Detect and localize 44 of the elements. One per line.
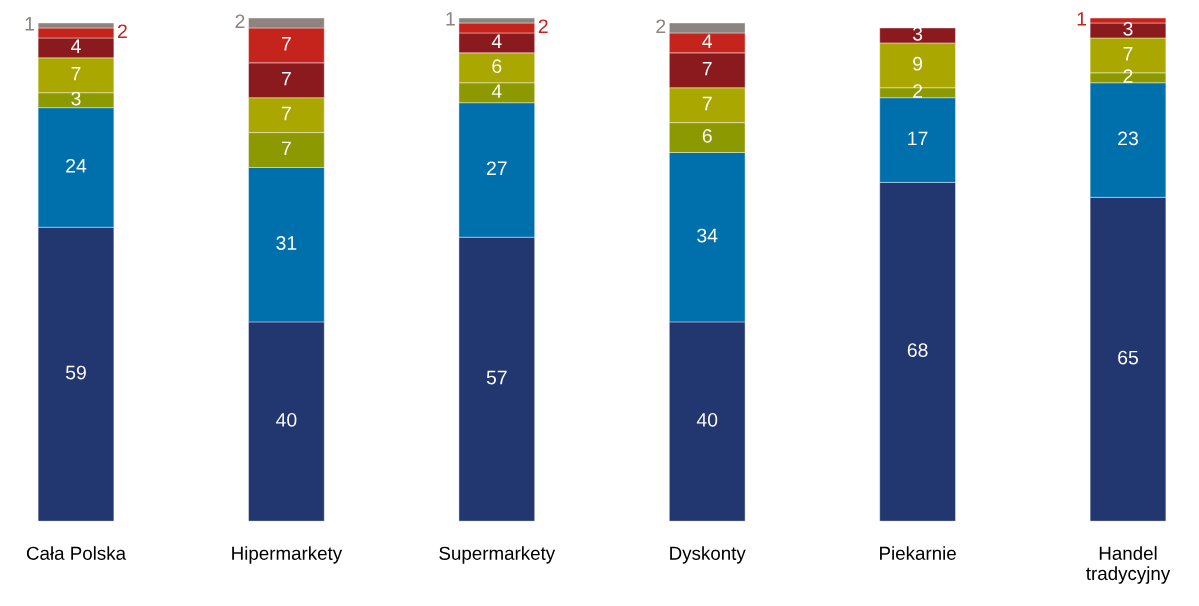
data-label: 7 (281, 71, 291, 86)
x-tick-label: Handel tradycyjny (1086, 546, 1171, 584)
data-label: 4 (71, 39, 81, 53)
data-label: 7 (1123, 47, 1133, 61)
data-label: 2 (538, 19, 548, 33)
data-label: 1 (446, 12, 455, 26)
data-label: 7 (71, 66, 81, 81)
data-label: 1 (25, 17, 35, 31)
data-label: 7 (281, 141, 291, 156)
data-label: 2 (118, 24, 127, 38)
x-tick-label: Cała Polska (26, 546, 127, 560)
x-tick-label: Piekarnie (880, 546, 956, 560)
data-label: 24 (66, 158, 87, 173)
data-label: 2 (913, 84, 923, 98)
data-label: 17 (908, 131, 928, 146)
x-tick-label: Hipermarkety (232, 546, 343, 564)
x-tick-label: Dyskonty (670, 546, 746, 564)
data-label: 2 (235, 14, 245, 29)
data-label: 7 (702, 96, 712, 111)
data-label: 27 (486, 161, 507, 175)
data-label: 40 (276, 412, 297, 427)
x-tick-label: Supermarkety (439, 546, 556, 564)
data-label: 4 (491, 34, 502, 48)
data-label: 7 (281, 106, 291, 121)
data-label: 4 (491, 84, 502, 98)
data-label: 59 (65, 365, 86, 380)
data-label: 57 (486, 370, 507, 385)
data-label: 31 (276, 236, 297, 250)
data-label: 65 (1118, 350, 1138, 365)
data-label: 6 (702, 129, 712, 143)
data-label: 6 (492, 59, 502, 74)
data-label: 3 (71, 91, 81, 106)
data-label: 2 (656, 19, 666, 33)
data-label: 1 (1077, 12, 1087, 26)
data-label: 23 (1118, 131, 1138, 146)
data-label: 2 (1123, 69, 1133, 83)
data-label: 68 (907, 343, 928, 357)
data-label: 7 (281, 37, 291, 51)
data-label: 3 (1123, 21, 1133, 36)
data-label: 9 (913, 56, 923, 71)
data-label: 7 (702, 61, 712, 76)
data-label: 40 (696, 412, 718, 427)
data-label: 34 (697, 228, 718, 243)
data-label: 4 (702, 34, 713, 48)
